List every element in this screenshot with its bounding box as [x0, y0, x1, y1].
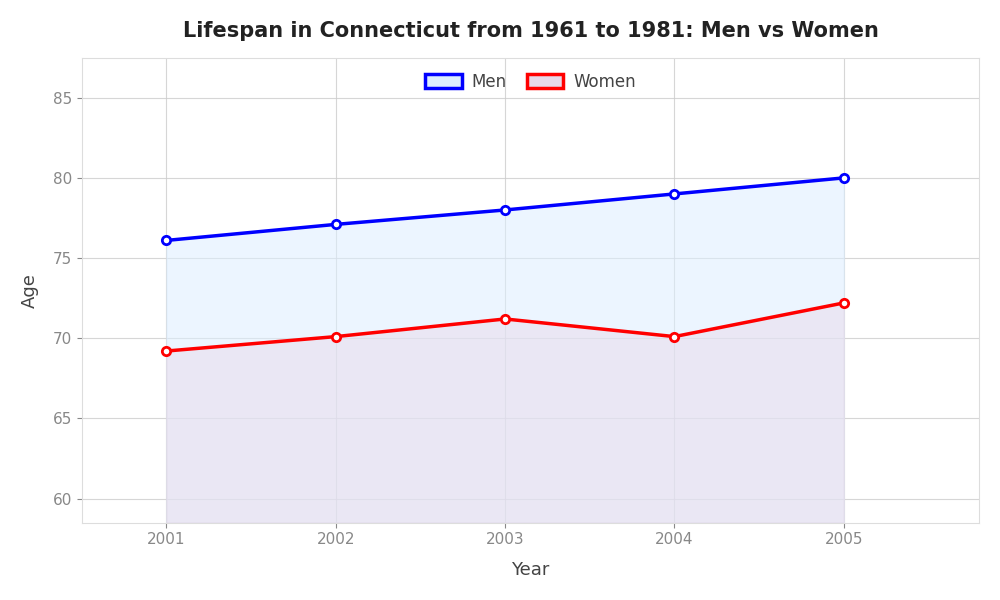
Y-axis label: Age: Age: [21, 272, 39, 308]
Title: Lifespan in Connecticut from 1961 to 1981: Men vs Women: Lifespan in Connecticut from 1961 to 198…: [183, 21, 878, 41]
Legend: Men, Women: Men, Women: [418, 66, 643, 97]
X-axis label: Year: Year: [511, 561, 550, 579]
